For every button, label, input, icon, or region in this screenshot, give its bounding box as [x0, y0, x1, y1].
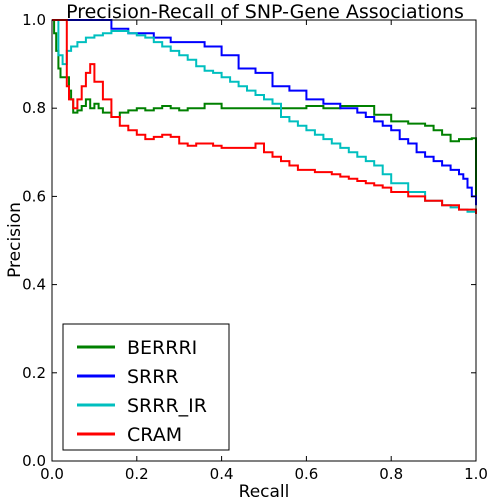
series-line-srrr — [52, 19, 477, 206]
series-line-cram — [52, 19, 477, 214]
legend-frame — [62, 323, 230, 451]
x-tick-label: 0.6 — [294, 465, 318, 483]
y-tick-label: 0.8 — [22, 99, 46, 117]
legend: BERRRI SRRR SRRR_IR CRAM — [62, 323, 230, 451]
y-tick-label: 0.4 — [22, 276, 46, 294]
legend-label: BERRRI — [127, 337, 197, 359]
ticks-layer: 0.0 0.2 0.4 0.6 0.8 1.0 0.0 0.2 0.4 0.6 0.8 1.0 — [22, 11, 488, 483]
y-axis-label: Precision — [5, 202, 25, 278]
x-axis-label: Recall — [239, 482, 290, 500]
y-tick-label: 0.6 — [22, 187, 46, 205]
legend-label: SRRR — [127, 366, 179, 388]
chart-title: Precision-Recall of SNP-Gene Association… — [66, 1, 464, 23]
plot-area-border — [51, 19, 477, 462]
y-tick-label: 0.0 — [22, 452, 46, 470]
x-tick-label: 0.0 — [40, 465, 64, 483]
y-tick-label: 1.0 — [22, 11, 46, 29]
series-line-srrr-ir — [52, 19, 477, 214]
y-tick-label: 0.2 — [22, 364, 46, 382]
x-tick-label: 1.0 — [464, 465, 488, 483]
series-layer — [52, 19, 477, 214]
legend-label: CRAM — [127, 424, 182, 446]
x-tick-label: 0.4 — [210, 465, 234, 483]
series-line-berrri — [52, 19, 477, 197]
x-tick-label: 0.8 — [379, 465, 403, 483]
x-tick-label: 0.2 — [125, 465, 149, 483]
legend-label: SRRR_IR — [127, 395, 207, 417]
